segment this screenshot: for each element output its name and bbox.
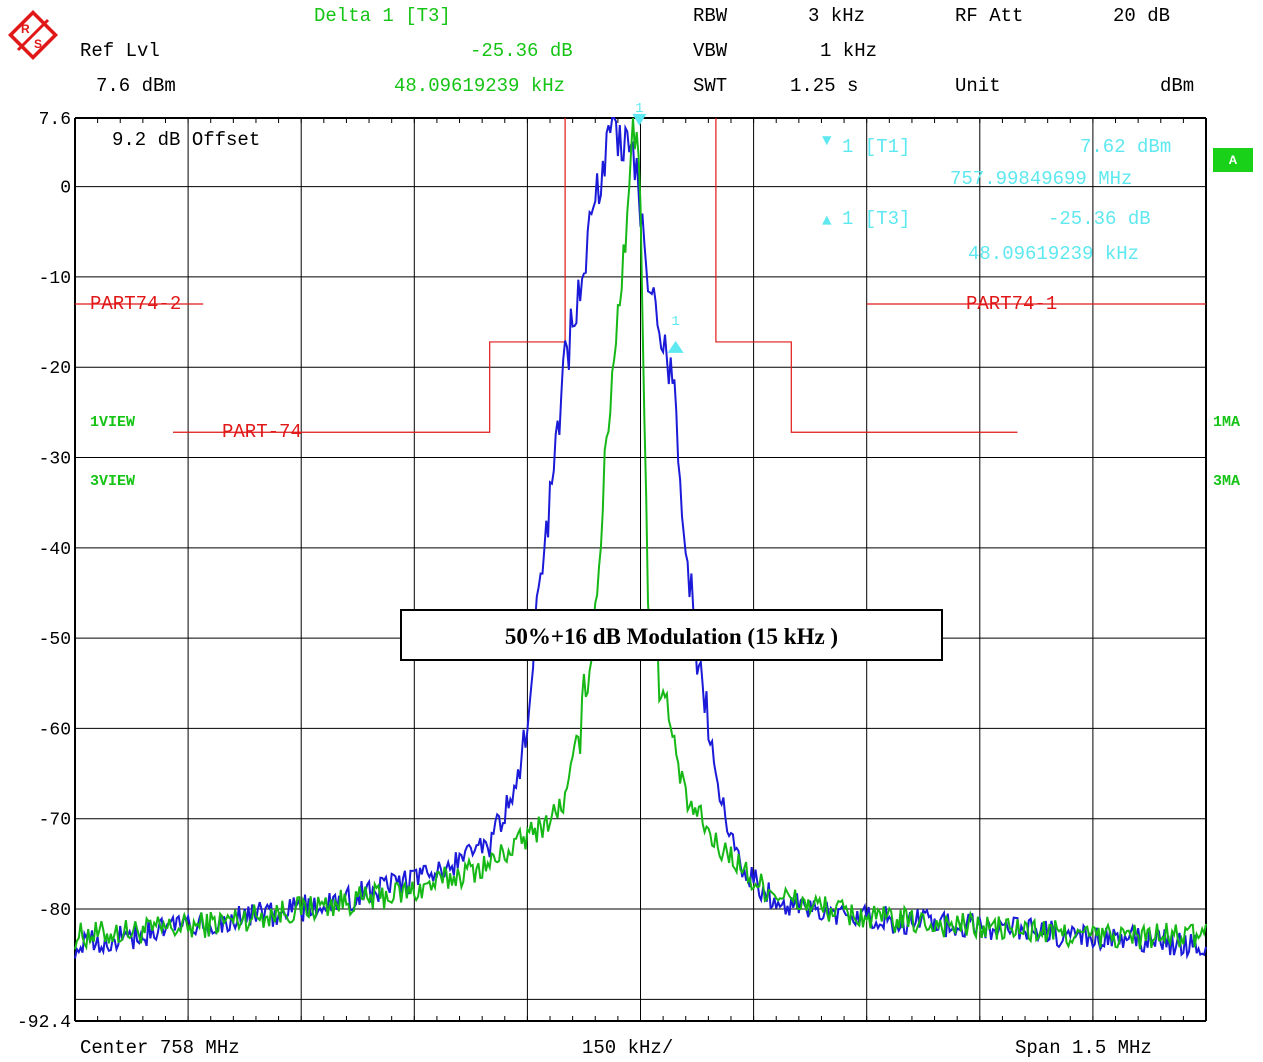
- limit-label-part-74: PART-74: [222, 421, 302, 443]
- marker1-value: 7.62 dBm: [1080, 136, 1172, 158]
- delta-frequency-value: 48.09619239 kHz: [394, 75, 566, 97]
- swt-value: 1.25 s: [790, 75, 859, 97]
- screen-a-badge: A: [1213, 148, 1253, 172]
- frequency-per-division: 150 kHz/: [582, 1037, 674, 1059]
- y-tick-label: -20: [39, 359, 71, 379]
- trace3-mode: 3MA: [1213, 473, 1241, 490]
- unit-value: dBm: [1160, 75, 1195, 97]
- marker1-triangle: [632, 113, 647, 126]
- marker1-label: 1 [T1]: [842, 136, 911, 158]
- marker3-up-icon: ▲: [822, 212, 832, 230]
- y-tick-label: -60: [39, 720, 71, 740]
- limit-line-part-74: [173, 118, 566, 433]
- limit-label-part74-2: PART74-2: [90, 293, 182, 315]
- annotation-box: 50%+16 dB Modulation (15 kHz ): [400, 609, 943, 661]
- marker1-frequency: 757.99849699 MHz: [950, 168, 1133, 190]
- center-frequency: Center 758 MHz: [80, 1037, 240, 1059]
- trace1-label: 1VIEW: [90, 414, 136, 431]
- annotation-text: 50%+16 dB Modulation (15 kHz ): [504, 624, 839, 649]
- marker3-frequency: 48.09619239 kHz: [968, 243, 1140, 265]
- limit-line-unnamed-3: [715, 118, 1018, 433]
- y-tick-label: 7.6: [39, 110, 71, 130]
- trace3-label: 3VIEW: [90, 473, 136, 490]
- y-tick-label: 0: [60, 179, 71, 199]
- swt-label: SWT: [693, 75, 728, 97]
- trace1-mode: 1MA: [1213, 414, 1241, 431]
- marker3-number: 1: [671, 314, 679, 330]
- y-tick-labels: 7.6 0 -10 -20 -30 -40 -50 -60 -70 -80 -92.4: [17, 110, 71, 1033]
- limit-label-part74-1: PART74-1: [966, 293, 1058, 315]
- span-value: Span 1.5 MHz: [1015, 1037, 1152, 1059]
- svg-text:R: R: [21, 22, 30, 36]
- rf-att-label: RF Att: [955, 5, 1024, 27]
- limit-lines: [75, 118, 1206, 433]
- vbw-value: 1 kHz: [820, 40, 878, 62]
- markers: 11: [632, 101, 684, 353]
- delta-marker-label: Delta 1 [T3]: [314, 5, 451, 27]
- rbw-value: 3 kHz: [808, 5, 866, 27]
- y-tick-label: -30: [39, 450, 71, 470]
- marker3-triangle: [667, 340, 684, 353]
- y-tick-label: -80: [39, 901, 71, 921]
- unit-label: Unit: [955, 75, 1001, 97]
- y-tick-label: -40: [39, 540, 71, 560]
- ref-level-value: 7.6 dBm: [96, 75, 176, 97]
- marker3-value: -25.36 dB: [1048, 208, 1151, 230]
- delta-level-value: -25.36 dB: [470, 40, 573, 62]
- vbw-label: VBW: [693, 40, 728, 62]
- y-tick-label: -70: [39, 811, 71, 831]
- y-tick-label: -10: [39, 269, 71, 289]
- svg-text:S: S: [34, 37, 42, 51]
- marker1-number: 1: [635, 101, 643, 117]
- marker1-down-icon: ▼: [822, 132, 832, 150]
- rf-att-value: 20 dB: [1113, 5, 1171, 27]
- rbw-label: RBW: [693, 5, 728, 27]
- y-tick-label: -50: [39, 630, 71, 650]
- marker3-label: 1 [T3]: [842, 208, 911, 230]
- rohde-schwarz-logo: R S: [8, 10, 58, 60]
- ref-level-label: Ref Lvl: [80, 40, 160, 62]
- trace-1view: [74, 117, 1207, 951]
- traces: [74, 117, 1207, 960]
- offset-label: 9.2 dB Offset: [112, 129, 261, 151]
- y-tick-label: -92.4: [17, 1013, 71, 1033]
